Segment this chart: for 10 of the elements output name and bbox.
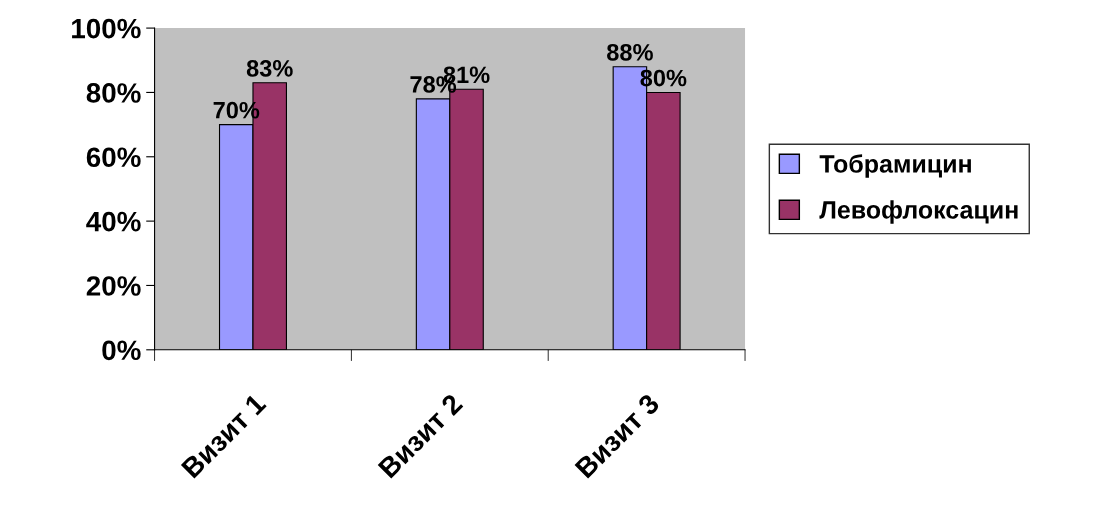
legend-label: Левофлоксацин bbox=[819, 200, 1018, 224]
y-tick-label: 60% bbox=[86, 147, 141, 168]
data-label: 83% bbox=[246, 60, 293, 77]
y-tick-label: 80% bbox=[86, 83, 141, 103]
legend-label: Тобрамицин bbox=[819, 154, 971, 178]
y-tick-label: 0% bbox=[102, 340, 141, 361]
data-label: 88% bbox=[607, 43, 653, 61]
y-tick-label: 20% bbox=[86, 276, 141, 296]
y-tick-label: 100% bbox=[72, 18, 141, 39]
y-tick-label: 40% bbox=[86, 211, 141, 232]
